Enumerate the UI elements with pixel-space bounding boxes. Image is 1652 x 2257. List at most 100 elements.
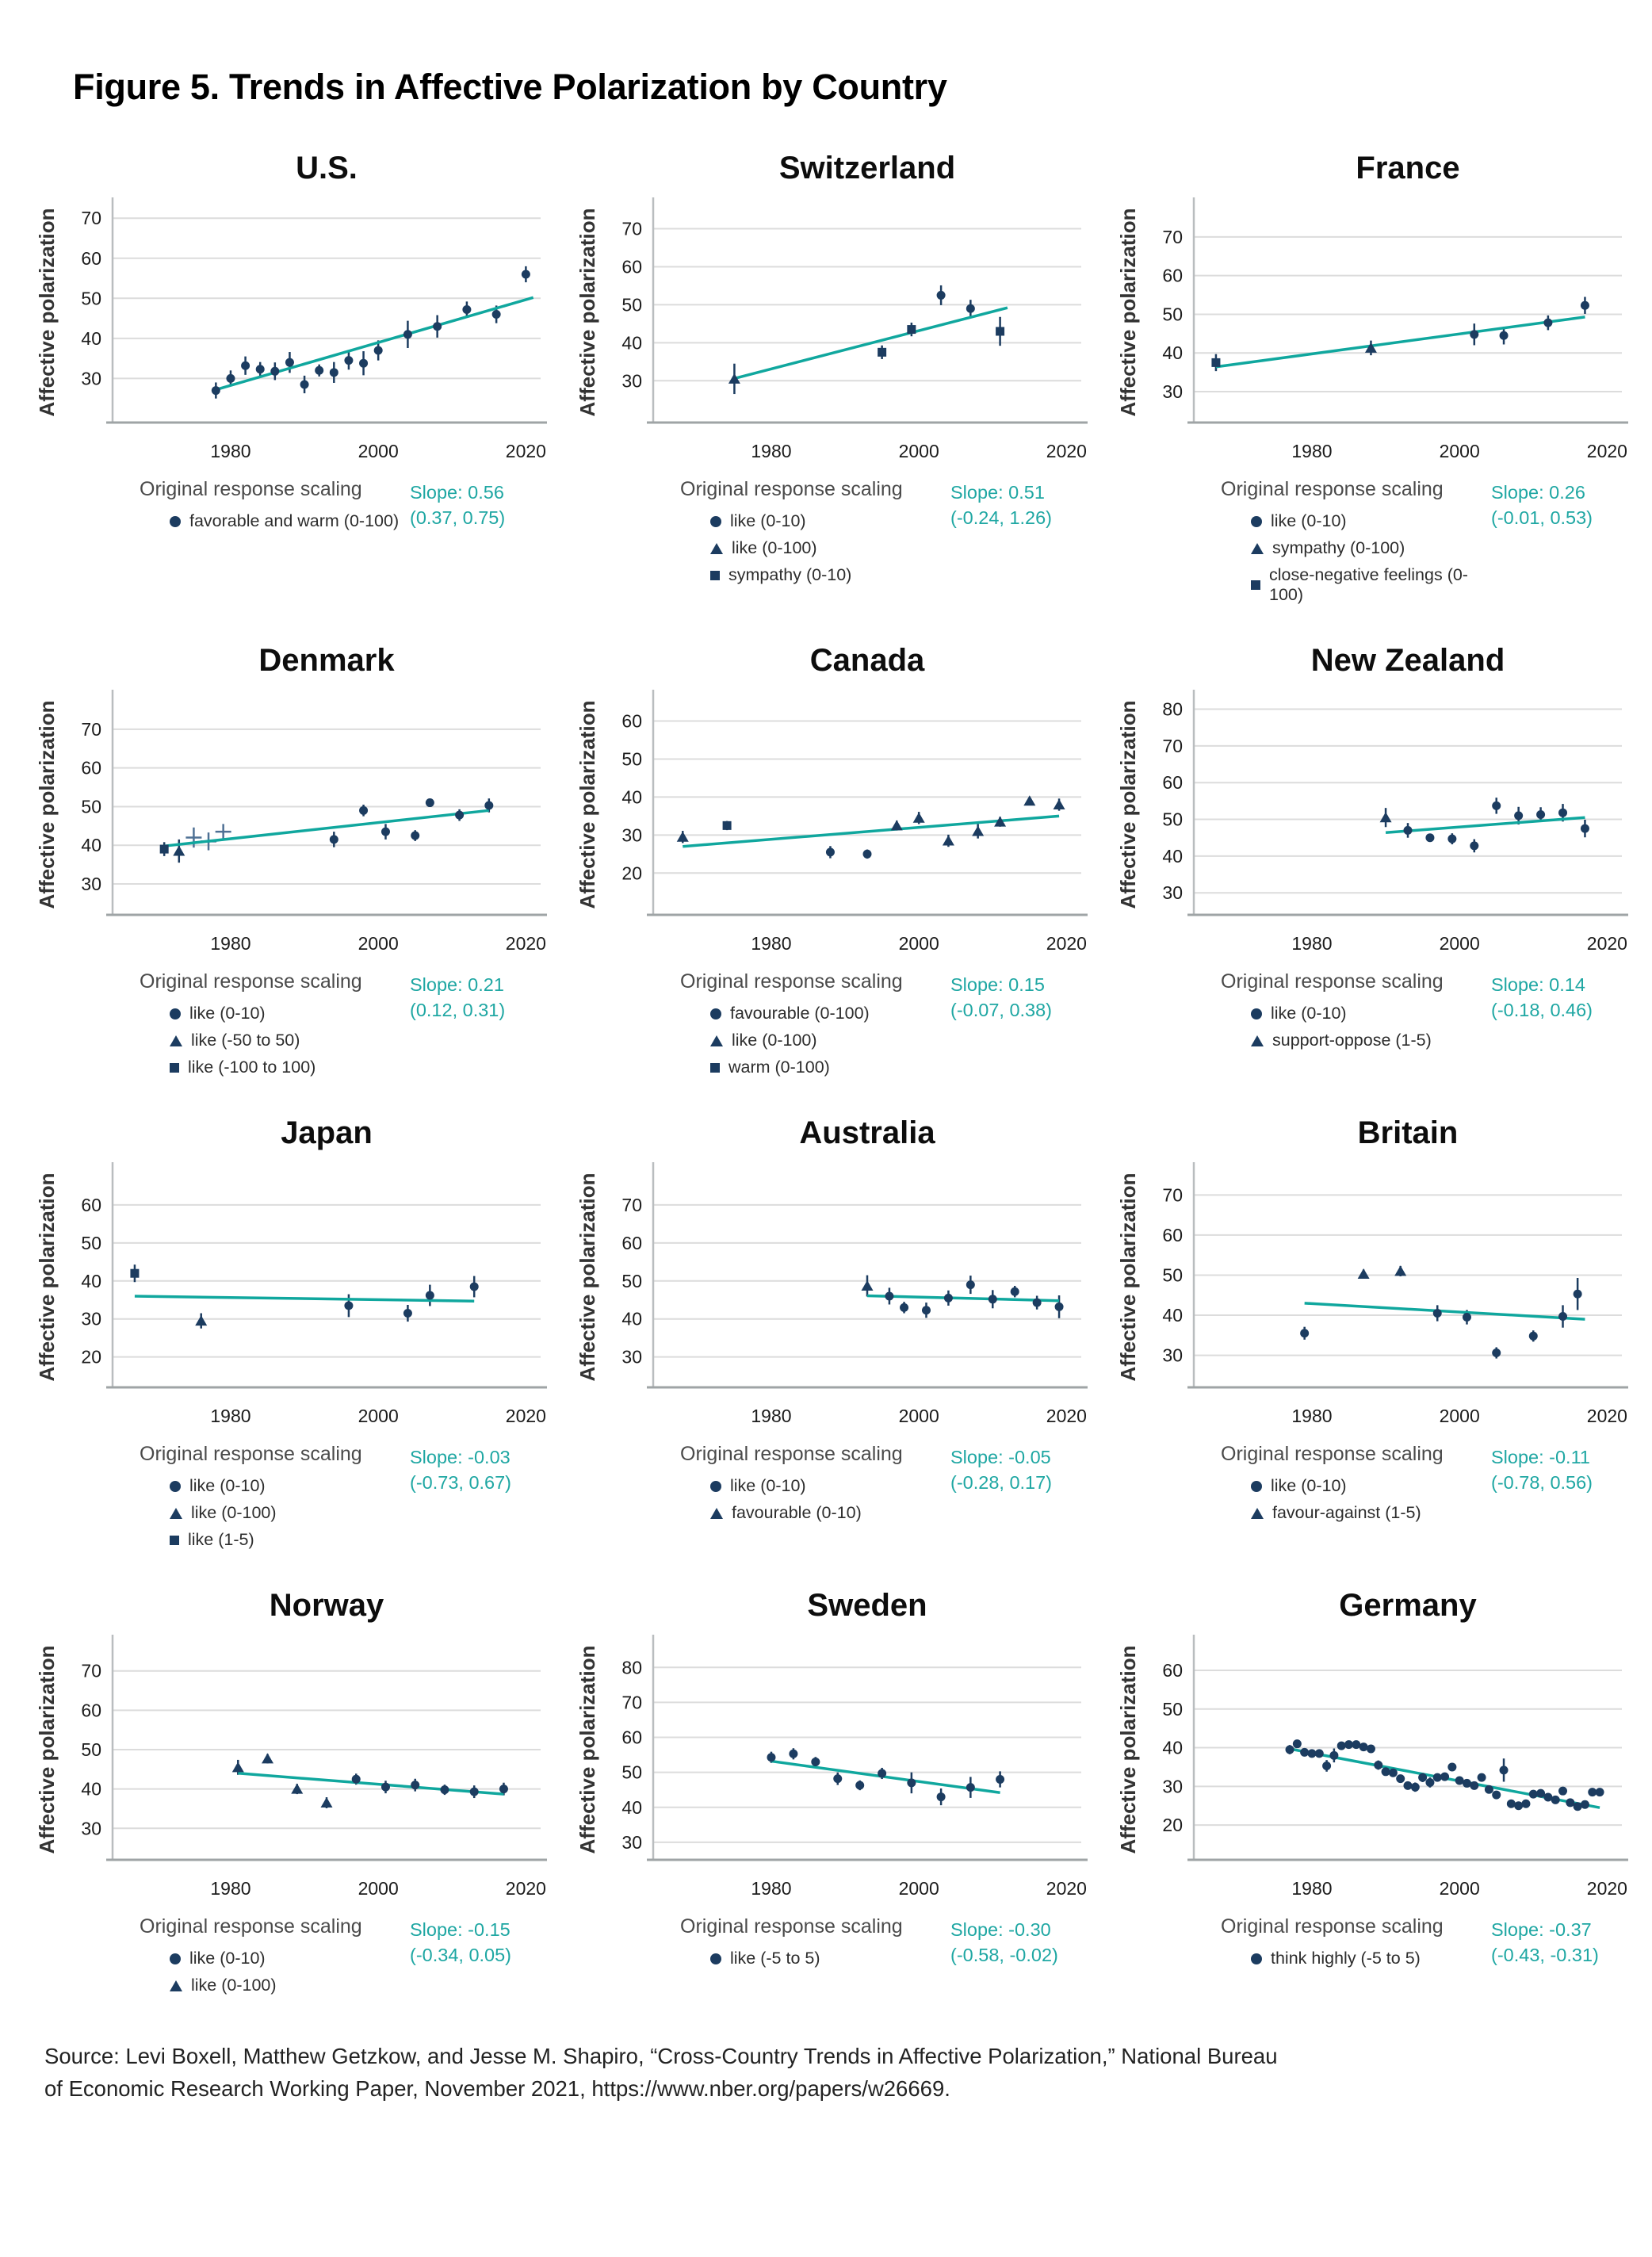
- data-point-triangle: [320, 1797, 333, 1808]
- data-point-circle: [1543, 1792, 1553, 1802]
- slope-confidence-interval: (-0.01, 0.53): [1491, 507, 1593, 529]
- legend-row-australia: Original response scaling like (0-10) favo…: [653, 1443, 1089, 1523]
- legend-item-label: think highly (-5 to 5): [1271, 1949, 1421, 1968]
- x-tick-label: 2000: [899, 441, 939, 461]
- legend: Original response scaling like (0-10) favo…: [653, 1443, 903, 1523]
- data-point-circle: [921, 1306, 931, 1315]
- data-point-circle: [1484, 1785, 1493, 1794]
- legend-title: Original response scaling: [680, 478, 903, 500]
- data-point-circle: [996, 1775, 1005, 1785]
- data-point-circle: [936, 1792, 946, 1802]
- slope-confidence-interval: (-0.58, -0.02): [950, 1945, 1058, 1966]
- data-point-circle: [789, 1749, 798, 1758]
- legend-item: like (0-10): [170, 1949, 362, 1968]
- x-tick-label: 2020: [1046, 933, 1087, 954]
- x-tick-label: 2000: [899, 1878, 939, 1899]
- data-point-triangle: [728, 373, 740, 384]
- legend: Original response scaling like (-5 to 5): [653, 1915, 903, 1968]
- data-point-circle: [1514, 811, 1524, 821]
- y-tick-label: 50: [1162, 809, 1183, 830]
- data-point-circle: [462, 304, 472, 314]
- x-tick-label: 2000: [899, 933, 939, 954]
- data-point-circle: [1292, 1739, 1302, 1749]
- data-point-circle: [521, 270, 530, 279]
- legend-items: like (0-10) like (0-100): [170, 1949, 362, 1995]
- data-point-circle: [351, 1774, 361, 1784]
- data-point-circle: [1381, 1767, 1390, 1777]
- y-tick-label: 50: [81, 288, 101, 308]
- data-point-circle: [1300, 1329, 1310, 1338]
- data-point-circle: [403, 1309, 412, 1318]
- y-axis-label: Affective polarization: [576, 701, 599, 909]
- slope-value: Slope: 0.56: [410, 482, 504, 503]
- legend-row-u-s: Original response scaling favorable and w…: [113, 478, 549, 531]
- data-point-circle: [1558, 1312, 1568, 1322]
- y-tick-label: 60: [1162, 772, 1183, 793]
- data-point-circle: [1470, 1781, 1479, 1790]
- data-point-circle: [1506, 1799, 1516, 1808]
- chart-britain: 30 40 50 60 70 1980 2000 2020 Affective polariza…: [1116, 1162, 1628, 1426]
- data-point-circle: [943, 1293, 953, 1303]
- y-tick-label: 50: [621, 294, 642, 315]
- x-tick-label: 2000: [358, 441, 399, 461]
- x-tick-label: 2020: [1587, 441, 1627, 461]
- data-point-circle: [1447, 1762, 1457, 1772]
- data-point-circle: [315, 365, 324, 375]
- circle-icon: [170, 515, 181, 527]
- data-point-circle: [241, 361, 250, 370]
- legend-items: like (0-10) like (0-100) sympathy (0-10): [710, 511, 903, 585]
- legend-row-japan: Original response scaling like (0-10) like…: [113, 1443, 549, 1550]
- y-tick-label: 50: [81, 796, 101, 817]
- data-point-circle: [900, 1303, 909, 1312]
- trend-line: [163, 809, 490, 847]
- x-tick-label: 2000: [358, 933, 399, 954]
- legend: Original response scaling like (0-10) like…: [653, 478, 903, 585]
- data-point-circle: [1322, 1761, 1332, 1770]
- data-point-circle: [411, 1781, 420, 1790]
- slope-confidence-interval: (-0.78, 0.56): [1491, 1472, 1593, 1494]
- x-tick-label: 2020: [506, 441, 546, 461]
- legend: Original response scaling like (0-10) favo…: [1194, 1443, 1444, 1523]
- data-point-circle: [966, 1280, 975, 1290]
- legend: Original response scaling like (0-10) like…: [113, 970, 362, 1077]
- data-point-triangle: [195, 1315, 208, 1326]
- data-point-circle: [1432, 1773, 1442, 1782]
- slope-value: Slope: -0.11: [1491, 1447, 1590, 1467]
- data-point-circle: [211, 386, 220, 396]
- y-tick-label: 50: [621, 1271, 642, 1291]
- legend-item: like (-5 to 5): [710, 1949, 903, 1968]
- legend-title: Original response scaling: [680, 1443, 903, 1465]
- data-point-circle: [1580, 300, 1589, 310]
- data-point-circle: [811, 1757, 820, 1766]
- slope-annotation: Slope: -0.37 (-0.43, -0.31): [1491, 1915, 1630, 1968]
- data-point-triangle: [262, 1753, 274, 1764]
- y-tick-label: 60: [1162, 1660, 1183, 1681]
- x-tick-label: 2020: [1587, 933, 1627, 954]
- panel-title-france: France: [1356, 151, 1460, 186]
- data-point-circle: [1595, 1788, 1604, 1797]
- legend: Original response scaling like (0-10) supp…: [1194, 970, 1444, 1050]
- y-axis-label: Affective polarization: [35, 208, 59, 417]
- legend-row-norway: Original response scaling like (0-10) like…: [113, 1915, 549, 1995]
- y-tick-label: 30: [621, 824, 642, 845]
- legend-item-label: like (0-100): [191, 1976, 277, 1995]
- data-point-circle: [878, 1769, 887, 1778]
- data-point-circle: [1492, 1790, 1501, 1800]
- y-tick-label: 40: [621, 786, 642, 807]
- data-point-circle: [469, 1282, 479, 1291]
- legend-item: like (0-100): [170, 1976, 362, 1995]
- legend-item-label: sympathy (0-100): [1272, 538, 1405, 557]
- circle-icon: [710, 515, 721, 527]
- y-tick-label: 50: [81, 1739, 101, 1760]
- panel-switzerland: Switzerland 30 40 50 60 70 1980 2000 2020 Affecti…: [571, 136, 1094, 605]
- panel-japan: Japan 20 30 40 50 60 1980 2000 2020 Affective pol…: [30, 1101, 553, 1550]
- legend-item-label: like (0-10): [730, 1476, 806, 1495]
- legend-item: like (0-10): [170, 1476, 362, 1496]
- data-point-circle: [1366, 1744, 1375, 1754]
- slope-annotation: Slope: -0.05 (-0.28, 0.17): [950, 1443, 1089, 1496]
- slope-annotation: Slope: 0.26 (-0.01, 0.53): [1491, 478, 1630, 531]
- legend-items: like (0-10) favour-against (1-5): [1251, 1476, 1444, 1523]
- circle-icon: [170, 1953, 181, 1964]
- y-tick-label: 70: [1162, 227, 1183, 247]
- slope-value: Slope: 0.26: [1491, 482, 1585, 503]
